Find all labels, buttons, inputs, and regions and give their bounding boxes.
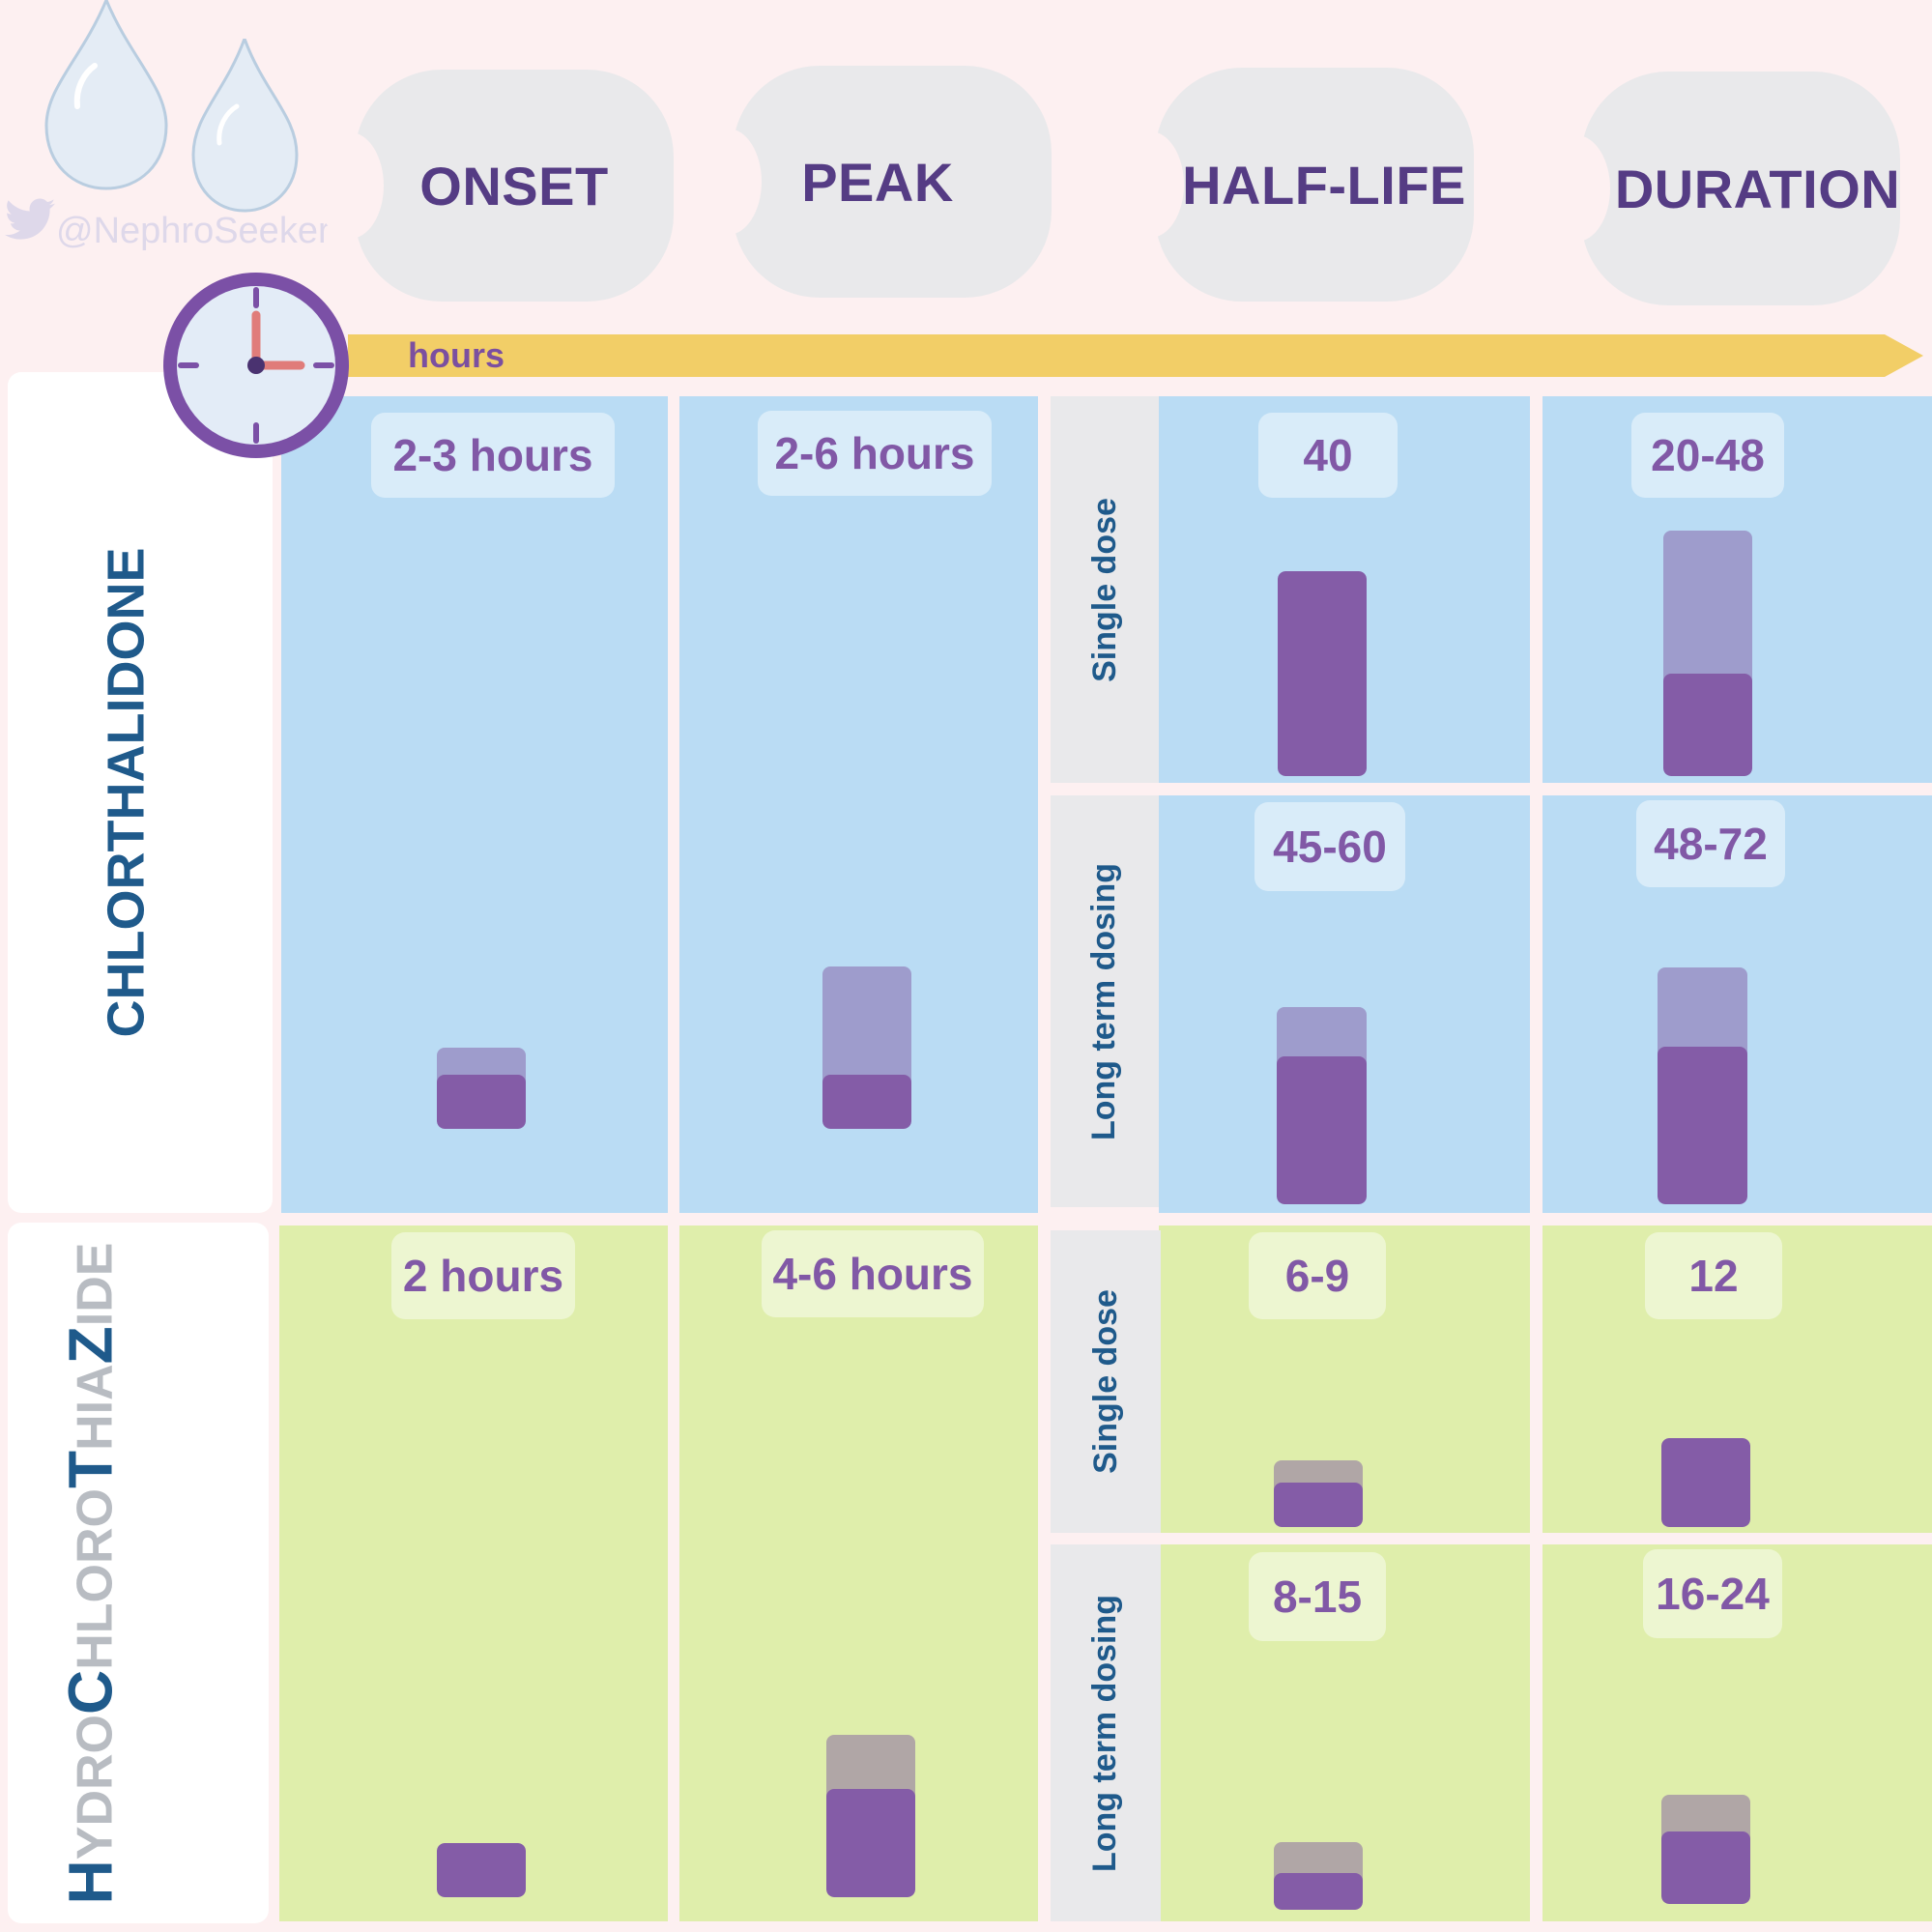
dose-tab-chlor-long: Long term dosing (1051, 795, 1159, 1207)
bar-hct-dur-long (1661, 1795, 1750, 1904)
twitter-bird-icon (5, 198, 55, 240)
drug-name-segment: T (55, 1450, 126, 1488)
drug-name-segment: YDRO (67, 1714, 124, 1860)
value-label-hct-half-single: 6-9 (1249, 1232, 1386, 1319)
dose-label: Long term dosing (1086, 1594, 1124, 1872)
drug-name-segment: HLORO (67, 1487, 124, 1670)
bar-min (1661, 1831, 1750, 1904)
bar-min (1278, 571, 1367, 776)
header-half-life: HALF-LIFE (1116, 68, 1474, 302)
value-label-hct-dur-single: 12 (1645, 1232, 1782, 1319)
header-duration: DURATION (1543, 72, 1901, 305)
bar-min (1274, 1873, 1363, 1910)
bar-min (1277, 1056, 1367, 1204)
dose-tab-hct-long: Long term dosing (1051, 1544, 1161, 1921)
drug-name-hydrochlorothiazide: HYDROCHLOROTHIAZIDE (54, 1242, 126, 1904)
header-half-life-label: HALF-LIFE (1182, 154, 1466, 216)
value-label-chlor-half-long: 45-60 (1254, 802, 1405, 891)
water-drop-icon (191, 39, 299, 213)
bar-min (1661, 1437, 1750, 1527)
value-label-hct-dur-long: 16-24 (1643, 1549, 1782, 1638)
drug-name-chlorthalidone: CHLORTHALIDONE (97, 547, 155, 1038)
water-drop-icon (44, 0, 168, 190)
bar-min (437, 1843, 526, 1897)
cell-hct-onset (279, 1226, 668, 1921)
value-label-chlor-dur-long: 48-72 (1636, 800, 1785, 887)
bar-hct-half-long (1274, 1841, 1363, 1910)
bar-range (1658, 967, 1747, 1054)
value-label-chlor-onset: 2-3 hours (371, 413, 615, 498)
bar-chlor-half-single (1278, 571, 1367, 776)
bar-min (437, 1075, 526, 1129)
dose-label: Single dose (1085, 497, 1123, 682)
drug-name-segment: IDE (67, 1242, 124, 1326)
dose-tab-chlor-single: Single dose (1051, 396, 1159, 783)
bar-hct-half-single (1274, 1459, 1363, 1527)
header-onset: ONSET (316, 70, 674, 302)
dose-tab-hct-single: Single dose (1051, 1230, 1161, 1533)
drug-name-segment: H (55, 1859, 126, 1904)
value-label-hct-peak: 4-6 hours (762, 1230, 984, 1317)
bar-min (1274, 1482, 1363, 1527)
bar-chlor-peak (822, 966, 911, 1129)
value-label-hct-onset: 2 hours (391, 1232, 575, 1319)
bar-range (1277, 1007, 1367, 1064)
bar-min (1663, 673, 1752, 776)
header-onset-label: ONSET (419, 155, 609, 216)
dose-label: Single dose (1086, 1289, 1124, 1474)
bar-hct-peak (826, 1735, 915, 1897)
value-label-chlor-peak: 2-6 hours (758, 411, 992, 496)
bar-range (826, 1735, 915, 1797)
drug-name-segment: C (55, 1669, 126, 1715)
value-label-chlor-dur-single: 20-48 (1631, 413, 1784, 498)
time-axis-arrow (348, 334, 1923, 377)
value-label-hct-half-long: 8-15 (1249, 1552, 1386, 1641)
bar-range (822, 966, 911, 1082)
drug-name-segment: Z (55, 1325, 126, 1364)
dose-label: Long term dosing (1085, 862, 1123, 1140)
bar-min (822, 1075, 911, 1129)
bar-range (1663, 530, 1752, 681)
value-label-chlor-half-single: 40 (1258, 413, 1398, 498)
drug-name-segment: HIA (67, 1363, 124, 1451)
bar-hct-onset (437, 1843, 526, 1897)
header-peak-label: PEAK (801, 151, 954, 213)
bar-chlor-dur-single (1663, 530, 1752, 776)
axis-label: hours (408, 335, 505, 375)
drug-panel-chlorthalidone: CHLORTHALIDONE (8, 372, 273, 1213)
watermark: @NephroSeeker (56, 211, 331, 251)
bar-hct-dur-single (1661, 1437, 1750, 1527)
bar-min (1658, 1046, 1747, 1204)
clock-icon (163, 273, 349, 458)
bar-chlor-onset (437, 1048, 526, 1129)
bar-chlor-half-long (1277, 1007, 1367, 1204)
header-duration-label: DURATION (1614, 158, 1901, 219)
header-peak: PEAK (694, 66, 1052, 298)
bar-chlor-dur-long (1658, 967, 1747, 1204)
bar-min (826, 1789, 915, 1897)
drug-panel-hydrochlorothiazide: HYDROCHLOROTHIAZIDE (8, 1223, 269, 1923)
